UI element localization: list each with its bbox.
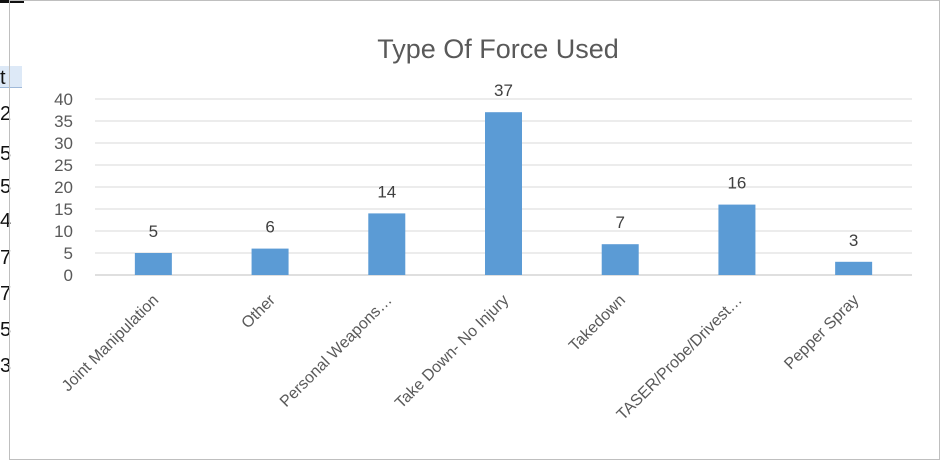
background-cell <box>0 66 22 88</box>
category-label: Joint Manipulation <box>59 292 162 395</box>
background-cell-fragment: 5 <box>0 176 11 198</box>
category-label: Personal Weapons… <box>277 292 396 411</box>
category-label: Take Down- No Injury <box>392 292 512 412</box>
data-label: 37 <box>494 81 513 100</box>
bar <box>251 248 289 275</box>
background-cell-fragment: 7 <box>0 283 11 305</box>
y-tick-label: 40 <box>54 90 73 109</box>
y-tick-label: 30 <box>54 134 73 153</box>
y-tick-label: 5 <box>64 244 73 263</box>
background-cell-fragment: 3 <box>0 355 11 377</box>
bar <box>835 261 873 275</box>
background-cell-fragment: 7 <box>0 247 11 269</box>
y-tick-label: 0 <box>64 266 73 285</box>
data-label: 7 <box>615 213 624 232</box>
y-tick-label: 10 <box>54 222 73 241</box>
bar <box>368 213 406 275</box>
background-cell-fragment: t <box>0 67 6 89</box>
category-label: TASER/Probe/Drivest… <box>614 292 746 424</box>
category-label: Other <box>239 291 280 332</box>
data-label: 14 <box>377 182 396 201</box>
bar <box>601 244 639 275</box>
y-tick-label: 25 <box>54 156 73 175</box>
data-label: 5 <box>149 222 158 241</box>
background-cell-fragment: 4 <box>0 210 11 232</box>
background-cell-fragment: 5 <box>0 143 11 165</box>
bars <box>134 112 873 275</box>
background-cell-fragment: 5 <box>0 319 11 341</box>
bar <box>718 204 756 275</box>
y-tick-label: 35 <box>54 112 73 131</box>
bar <box>485 112 522 275</box>
y-tick-label: 20 <box>54 178 73 197</box>
bar <box>134 253 172 275</box>
data-label: 16 <box>727 174 746 193</box>
data-labels: 5 6 14 37 7 16 3 <box>149 81 859 250</box>
chart-frame <box>9 0 940 460</box>
background-cell-fragment: 2 <box>0 103 11 125</box>
category-label: Pepper Spray <box>781 292 862 373</box>
data-label: 3 <box>849 231 858 250</box>
category-label: Takedown <box>566 292 629 355</box>
y-tick-label: 15 <box>54 200 73 219</box>
data-label: 6 <box>265 218 274 237</box>
y-axis-tick-labels: 0 5 10 15 20 25 30 35 40 <box>54 90 73 285</box>
background-rule <box>0 0 24 3</box>
chart-title: Type Of Force Used <box>377 34 619 64</box>
